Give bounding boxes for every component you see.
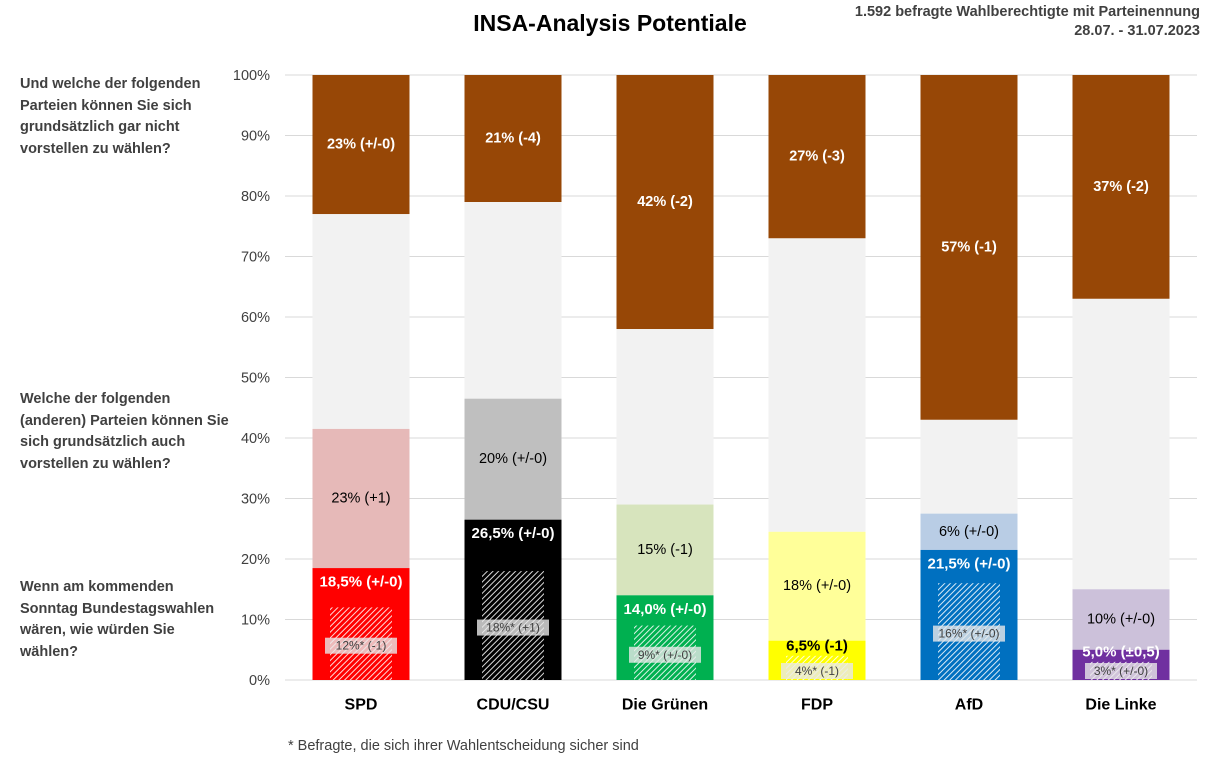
bar-2-sure-label: 9%* (+/-0) — [638, 648, 692, 662]
bar-1-never-segment — [464, 75, 562, 203]
y-tick-label: 0% — [249, 673, 270, 689]
bar-2-potential-label: 15% (-1) — [637, 542, 693, 558]
bar-1-never-label: 21% (-4) — [485, 131, 541, 147]
bar-2-vote-label: 14,0% (+/-0) — [624, 601, 707, 618]
y-tick-label: 70% — [241, 250, 270, 266]
bar-1-neutral-segment — [464, 202, 562, 399]
question-could-vote: Welche der folgenden (anderen) Parteien … — [20, 391, 229, 472]
bar-5-neutral-segment — [1072, 298, 1170, 590]
bar-5-sure-label: 3%* (+/-0) — [1094, 664, 1148, 678]
bar-2-sure-label-bg — [629, 646, 701, 663]
bar-1-category-label: CDU/CSU — [477, 697, 550, 714]
bar-4-sure-label-bg — [933, 625, 1005, 642]
bar-2-category-label: Die Grünen — [622, 697, 708, 714]
y-tick-label: 10% — [241, 613, 270, 629]
bar-0-vote-label: 18,5% (+/-0) — [320, 574, 403, 591]
bar-5-never-segment — [1072, 75, 1170, 299]
bar-0-sure-label-bg — [325, 637, 397, 654]
bar-4-category-label: AfD — [955, 697, 983, 714]
bar-3-never-label: 27% (-3) — [789, 149, 845, 165]
bar-5-potential-segment — [1072, 589, 1170, 650]
y-tick-label: 90% — [241, 129, 270, 145]
bar-3-sure-label: 4%* (-1) — [795, 664, 839, 678]
bar-3-category-label: FDP — [801, 697, 833, 714]
bar-5-sure-label-bg — [1085, 663, 1157, 679]
bar-0-never-segment — [312, 75, 410, 215]
bar-3-sure-label-bg — [781, 663, 853, 679]
bar-0-sure-label: 12%* (-1) — [336, 639, 387, 653]
y-tick-label: 40% — [241, 431, 270, 447]
bar-3-potential-label: 18% (+/-0) — [783, 578, 851, 594]
bar-0-neutral-segment — [312, 214, 410, 429]
survey-dates: 28.07. - 31.07.2023 — [1074, 23, 1200, 39]
bar-2-neutral-segment — [616, 329, 714, 505]
y-tick-label: 80% — [241, 189, 270, 205]
bar-1-potential-label: 20% (+/-0) — [479, 451, 547, 467]
bar-5-category-label: Die Linke — [1085, 697, 1156, 714]
bar-5-potential-label: 10% (+/-0) — [1087, 612, 1155, 628]
bar-2-never-label: 42% (-2) — [637, 194, 693, 210]
bar-4-neutral-segment — [920, 419, 1018, 514]
footnote: * Befragte, die sich ihrer Wahlentscheid… — [288, 738, 639, 754]
bar-4-vote-label: 21,5% (+/-0) — [928, 555, 1011, 572]
bar-5-never-label: 37% (-2) — [1093, 179, 1149, 195]
bar-0-never-label: 23% (+/-0) — [327, 137, 395, 153]
bar-3-never-segment — [768, 75, 866, 239]
bar-3-vote-label: 6,5% (-1) — [786, 637, 848, 654]
bar-0-category-label: SPD — [345, 697, 378, 714]
bar-4-sure-label: 16%* (+/-0) — [938, 627, 999, 641]
y-tick-label: 30% — [241, 492, 270, 508]
bar-2-never-segment — [616, 75, 714, 330]
bar-1-vote-label: 26,5% (+/-0) — [472, 525, 555, 542]
bar-0-potential-label: 23% (+1) — [331, 491, 390, 507]
bar-5-vote-label: 5,0% (±0,5) — [1082, 643, 1159, 660]
y-tick-label: 20% — [241, 552, 270, 568]
bar-1-sure-label: 18%* (+1) — [486, 621, 540, 635]
bar-3-potential-segment — [768, 531, 866, 641]
survey-sample: 1.592 befragte Wahlberechtigte mit Parte… — [854, 4, 1200, 20]
bar-4-never-label: 57% (-1) — [941, 239, 997, 255]
bar-4-potential-segment — [920, 513, 1018, 550]
bar-1-potential-segment — [464, 398, 562, 520]
bar-4-potential-label: 6% (+/-0) — [939, 524, 999, 540]
y-tick-label: 100% — [233, 68, 270, 84]
bar-1-sure-label-bg — [477, 619, 549, 636]
bar-2-potential-segment — [616, 504, 714, 596]
y-tick-label: 60% — [241, 310, 270, 326]
bar-3-neutral-segment — [768, 238, 866, 532]
y-tick-label: 50% — [241, 371, 270, 387]
question-sunday-vote: Wenn am kommenden Sonntag Bundestagswahl… — [20, 579, 215, 660]
survey-meta: 1.592 befragte Wahlberechtigte mit Parte… — [855, 3, 1200, 41]
chart-title: INSA-Analysis Potentiale — [473, 10, 747, 36]
question-never-vote: Und welche der folgenden Parteien können… — [20, 76, 201, 157]
bar-4-never-segment — [920, 75, 1018, 420]
bar-0-potential-segment — [312, 428, 410, 569]
